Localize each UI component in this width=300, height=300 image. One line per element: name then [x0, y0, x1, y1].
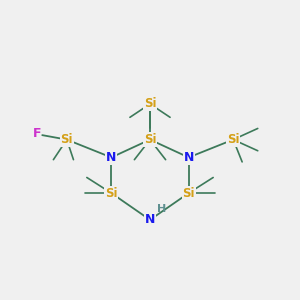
Text: Si: Si [144, 133, 156, 146]
Text: N: N [145, 213, 155, 226]
Text: Si: Si [144, 98, 156, 110]
Text: Si: Si [105, 187, 118, 200]
Text: Si: Si [227, 133, 239, 146]
Text: Si: Si [61, 133, 73, 146]
Text: F: F [32, 127, 41, 140]
Text: N: N [106, 151, 116, 164]
Text: H: H [157, 204, 166, 214]
Text: N: N [184, 151, 194, 164]
Text: Si: Si [182, 187, 195, 200]
